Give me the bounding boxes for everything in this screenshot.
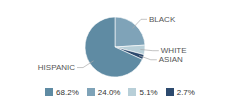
svg-text:WHITE: WHITE (161, 46, 187, 55)
svg-text:ASIAN: ASIAN (159, 55, 183, 64)
html-text:24.0%: 24.0% (97, 87, 121, 97)
html-text:2.7%: 2.7% (176, 87, 195, 97)
html-text:5.1%: 5.1% (139, 87, 158, 97)
svg-text:BLACK: BLACK (149, 15, 176, 24)
html-text:68.2%: 68.2% (56, 87, 79, 97)
svg-text:HISPANIC: HISPANIC (38, 63, 75, 72)
